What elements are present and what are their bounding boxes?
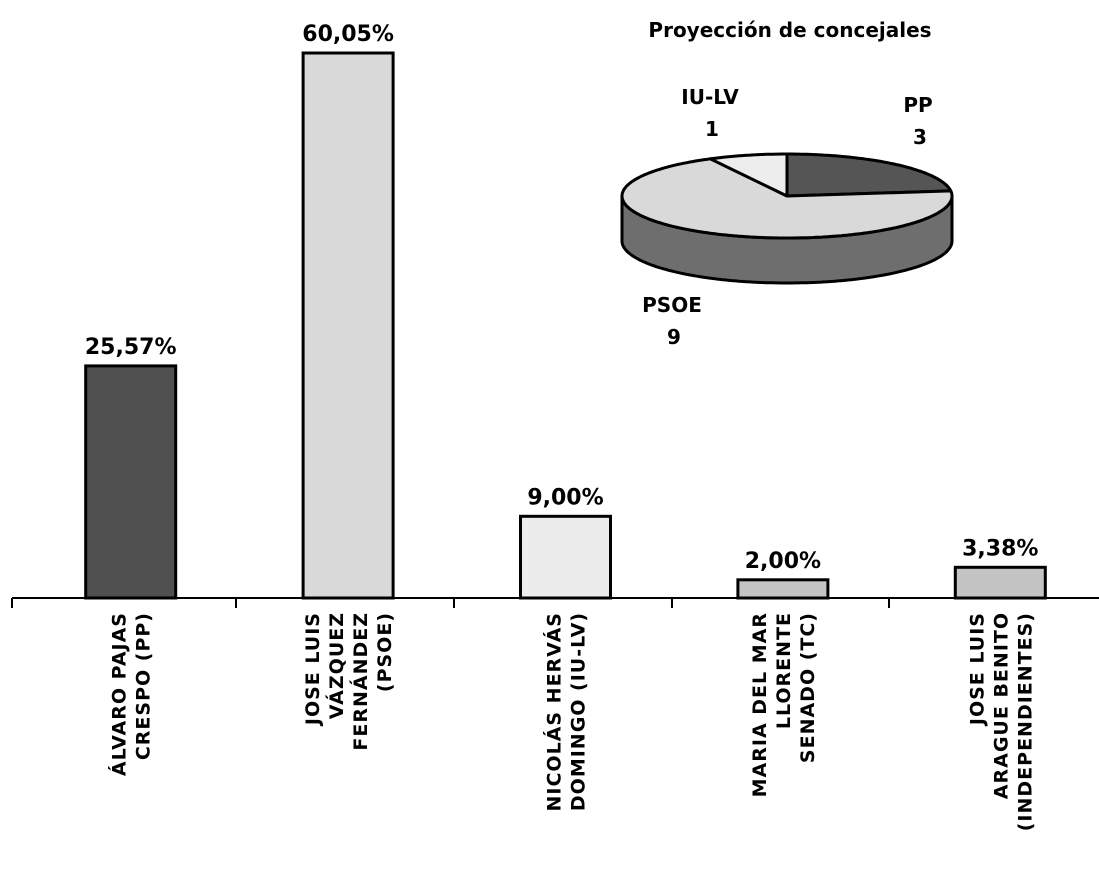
category-label-line: JOSE LUIS — [302, 612, 324, 727]
bar-4 — [953, 565, 1047, 600]
bar-value-label-3: 2,00% — [745, 549, 821, 574]
bar-3 — [736, 578, 830, 600]
category-label-line: SENADO (TC) — [797, 612, 819, 763]
category-label-line: FERNÁNDEZ — [349, 612, 372, 751]
category-label-1: JOSE LUIS VÁZQUEZ FERNÁNDEZ (PSOE) — [302, 612, 396, 751]
category-label-line: ARAGUE BENITO — [990, 612, 1012, 799]
category-label-4: JOSE LUIS ARAGUE BENITO (INDEPENDIENTES) — [966, 612, 1036, 831]
bar-1 — [301, 51, 395, 600]
category-label-line: ÁLVARO PAJAS — [108, 612, 131, 776]
pie-value-pp: 3 — [913, 125, 927, 149]
pie-label-pp: PP — [903, 93, 932, 117]
category-label-3: MARIA DEL MAR LLORENTE SENADO (TC) — [749, 612, 819, 797]
bar-value-label-0: 25,57% — [85, 335, 177, 360]
category-label-line: JOSE LUIS — [966, 612, 988, 727]
bar-value-label-2: 9,00% — [527, 485, 603, 510]
pie-slice-psoe — [620, 157, 954, 240]
category-label-2: NICOLÁS HERVÁS DOMINGO (IU-LV) — [543, 612, 590, 812]
bar-0 — [84, 364, 178, 600]
bar-chart: 25,57% ÁLVARO PAJAS CRESPO (PP) 60,05% JOSE … — [11, 22, 1099, 831]
pie-slice-iu-lv — [708, 152, 789, 198]
category-label-line: (PSOE) — [374, 612, 396, 692]
pie-chart-title: Proyección de concejales — [648, 18, 931, 42]
category-label-line: DOMINGO (IU-LV) — [568, 612, 590, 811]
bar-value-label-4: 3,38% — [962, 536, 1038, 561]
category-label-line: LLORENTE — [773, 612, 795, 729]
category-label-line: VÁZQUEZ — [325, 612, 348, 719]
pie-label-iu-lv: IU-LV — [681, 85, 739, 109]
pie-value-iu-lv: 1 — [705, 117, 719, 141]
category-label-line: (INDEPENDIENTES) — [1014, 612, 1036, 831]
bar-value-label-1: 60,05% — [302, 22, 394, 47]
category-label-0: ÁLVARO PAJAS CRESPO (PP) — [108, 612, 155, 776]
pie-label-psoe: PSOE — [642, 293, 702, 317]
bar-2 — [519, 514, 612, 600]
category-label-line: MARIA DEL MAR — [749, 612, 771, 797]
pie-value-psoe: 9 — [667, 325, 681, 349]
pie-chart: Proyección de concejales PP 3 PSOE 9 IU-LV 1 — [620, 18, 954, 349]
category-label-line: NICOLÁS HERVÁS — [543, 612, 566, 812]
category-label-line: CRESPO (PP) — [133, 612, 155, 760]
pie-slice-pp — [785, 152, 953, 198]
